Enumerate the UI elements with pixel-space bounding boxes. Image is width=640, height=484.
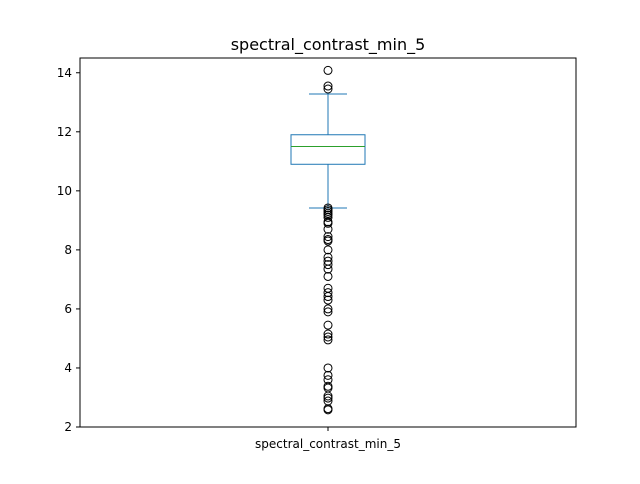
outlier-point: [323, 232, 333, 242]
outlier-point: [323, 304, 333, 314]
y-tick-label: 14: [57, 66, 72, 80]
outlier-point: [323, 370, 333, 380]
outlier-point: [323, 391, 333, 401]
y-tick-label: 6: [64, 302, 72, 316]
outlier-point: [323, 252, 333, 262]
outlier-point: [323, 393, 333, 403]
y-tick-label: 4: [64, 361, 72, 375]
outlier-point: [323, 224, 333, 234]
outlier-point: [323, 218, 333, 228]
iqr-box: [290, 134, 366, 165]
outlier-point: [323, 84, 333, 94]
x-tick-label: spectral_contrast_min_5: [255, 437, 401, 451]
chart-title: spectral_contrast_min_5: [231, 35, 426, 55]
outlier-point: [323, 236, 333, 246]
outlier-point: [323, 292, 333, 302]
outlier-point: [323, 81, 333, 91]
outlier-point: [323, 405, 333, 415]
y-tick-label: 12: [57, 125, 72, 139]
outlier-point: [323, 260, 333, 270]
outlier-point: [323, 212, 333, 222]
y-tick-label: 10: [57, 184, 72, 198]
outlier-point: [323, 245, 333, 255]
plot-frame: [79, 57, 577, 428]
outlier-point: [323, 65, 333, 75]
outlier-point: [323, 295, 333, 305]
outlier-point: [323, 335, 333, 345]
outlier-point: [323, 307, 333, 317]
y-tick-label: 8: [64, 243, 72, 257]
outlier-point: [323, 271, 333, 281]
y-tick-label: 2: [64, 420, 72, 434]
outlier-point: [323, 329, 333, 339]
outlier-point: [323, 383, 333, 393]
outlier-point: [323, 332, 333, 342]
outlier-point: [323, 288, 333, 298]
outlier-point: [323, 320, 333, 330]
outlier-point: [323, 363, 333, 373]
outlier-point: [323, 264, 333, 274]
